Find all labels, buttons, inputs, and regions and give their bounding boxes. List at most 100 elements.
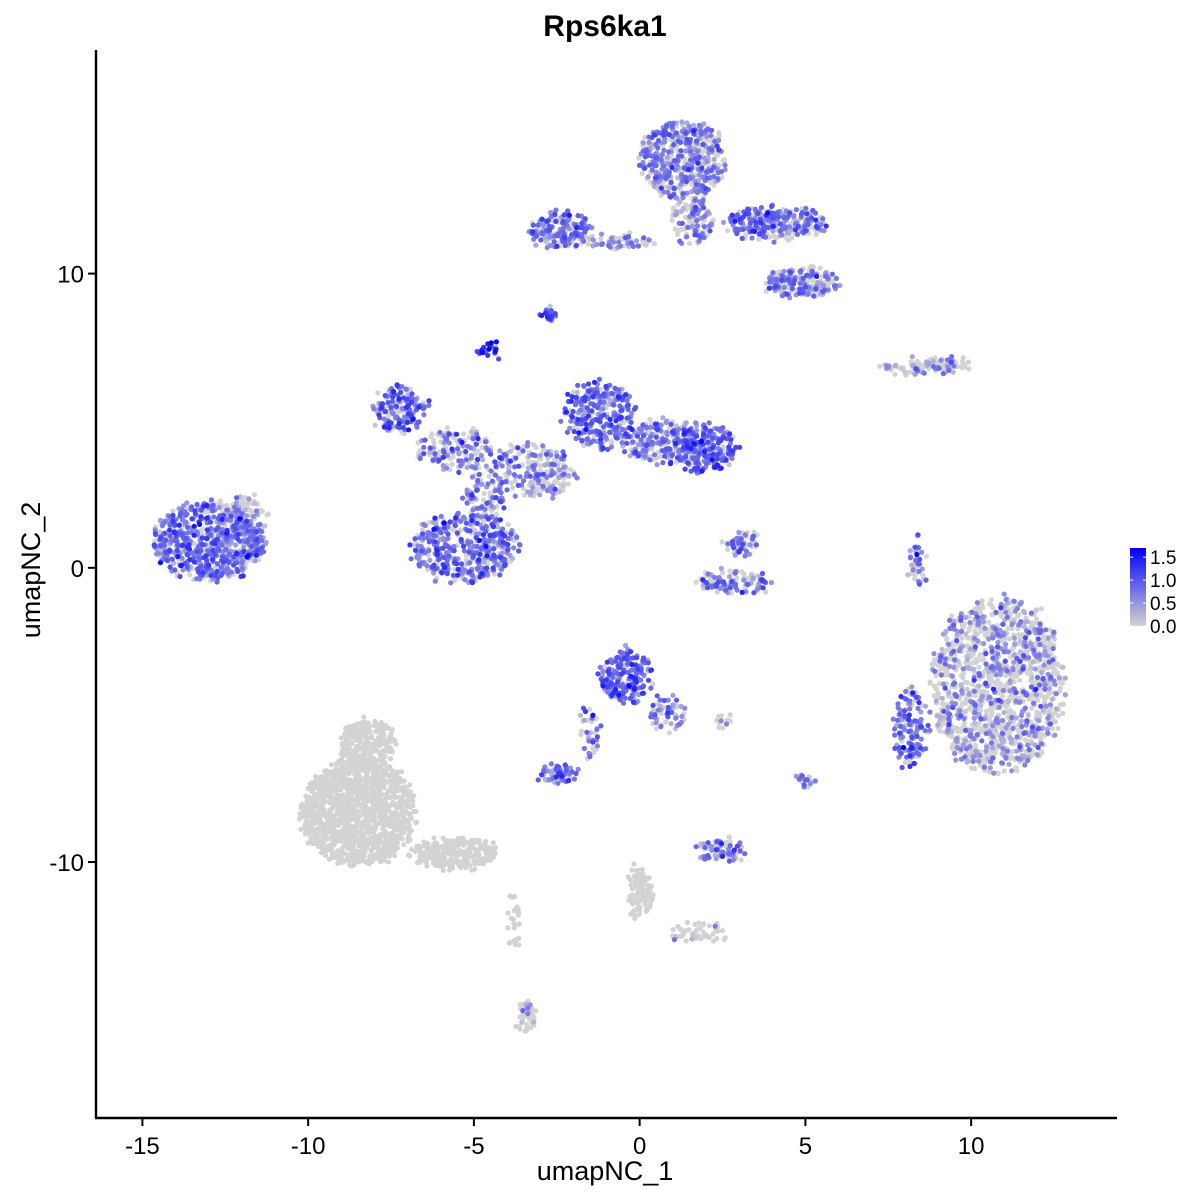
data-point — [507, 893, 513, 899]
data-point — [1006, 761, 1012, 767]
data-point — [353, 744, 360, 750]
data-point — [1036, 711, 1042, 717]
data-point — [1015, 727, 1021, 734]
data-point — [979, 598, 985, 604]
data-point — [313, 836, 320, 842]
data-point — [350, 834, 356, 841]
data-point — [970, 681, 976, 688]
data-point — [810, 277, 816, 283]
data-point — [381, 731, 387, 737]
data-point — [312, 802, 318, 809]
data-point — [351, 805, 357, 811]
data-point — [302, 807, 308, 813]
data-point — [315, 776, 321, 782]
data-point — [359, 847, 365, 853]
data-point — [318, 850, 324, 856]
data-point — [813, 231, 819, 237]
data-point — [381, 839, 387, 845]
data-point — [551, 457, 558, 463]
data-point — [1041, 694, 1047, 700]
data-point — [750, 575, 756, 581]
data-point — [636, 907, 642, 913]
data-point — [907, 759, 913, 765]
data-point — [464, 464, 470, 470]
data-point — [385, 859, 391, 865]
data-point — [345, 735, 351, 741]
data-point — [967, 705, 973, 711]
data-point — [990, 749, 996, 755]
data-point — [704, 933, 710, 939]
data-point — [512, 478, 519, 484]
data-point — [306, 794, 312, 801]
data-point — [405, 838, 411, 844]
data-point — [511, 445, 517, 451]
data-point — [920, 362, 926, 368]
data-point — [967, 646, 974, 652]
data-point — [964, 686, 970, 692]
data-point — [903, 759, 909, 766]
data-point — [1052, 666, 1058, 673]
data-point — [354, 754, 360, 760]
data-point — [342, 743, 348, 750]
data-point — [491, 571, 497, 577]
data-point — [312, 820, 318, 827]
data-point — [711, 156, 717, 162]
data-point — [951, 741, 957, 748]
data-point — [372, 743, 378, 750]
data-point — [436, 863, 442, 869]
data-point — [570, 389, 576, 395]
data-point — [578, 728, 585, 734]
data-point — [985, 629, 991, 635]
data-point — [191, 541, 197, 547]
data-point — [368, 735, 374, 741]
data-point — [448, 856, 454, 862]
data-point — [726, 834, 733, 840]
data-point — [1060, 701, 1066, 707]
data-point — [323, 768, 329, 774]
data-point — [338, 769, 344, 775]
data-point — [530, 442, 537, 448]
data-point — [1038, 735, 1044, 741]
data-point — [323, 783, 329, 789]
data-point — [440, 857, 447, 863]
data-point — [414, 819, 420, 825]
data-point — [338, 735, 344, 741]
data-point — [337, 776, 343, 782]
data-point — [719, 570, 726, 576]
data-point — [958, 673, 964, 679]
data-point — [1014, 768, 1020, 774]
data-point — [574, 389, 580, 395]
data-point — [372, 762, 378, 769]
data-point — [671, 205, 677, 211]
data-point — [1030, 659, 1036, 665]
data-point — [719, 928, 726, 934]
data-point — [359, 824, 365, 831]
data-point — [315, 828, 321, 834]
chart-title: Rps6ka1 — [543, 10, 666, 43]
data-point — [515, 910, 522, 916]
data-point — [343, 785, 350, 791]
data-point — [970, 659, 976, 666]
data-point — [447, 867, 453, 873]
data-point — [637, 867, 643, 873]
data-point — [965, 664, 971, 671]
data-point — [460, 431, 467, 437]
data-point — [487, 490, 493, 496]
data-point — [302, 826, 308, 832]
data-point — [417, 447, 423, 454]
data-point — [522, 1028, 528, 1034]
data-point — [937, 714, 943, 720]
data-point — [386, 748, 392, 755]
data-point — [262, 523, 268, 529]
data-point — [444, 838, 450, 844]
data-point — [631, 881, 637, 887]
data-point — [371, 843, 377, 850]
data-point — [1029, 675, 1035, 681]
data-point — [388, 756, 394, 762]
data-point — [726, 462, 732, 468]
data-point — [481, 559, 487, 565]
scatter-points — [151, 119, 1068, 1034]
data-point — [658, 454, 664, 460]
data-point — [360, 819, 366, 825]
data-point — [305, 830, 311, 836]
